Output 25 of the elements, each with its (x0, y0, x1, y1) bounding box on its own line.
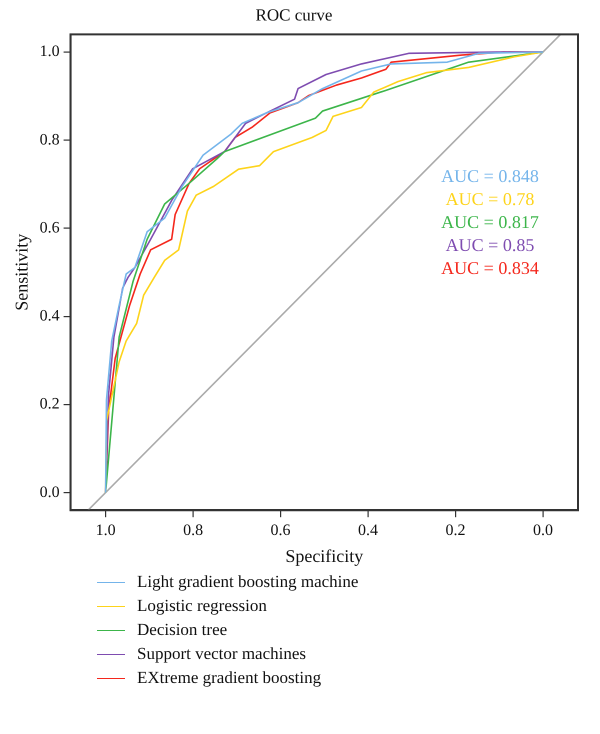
annotation: AUC = 0.85 (446, 235, 534, 256)
x-tick-label: 0.0 (533, 522, 554, 540)
x-tick-label: 0.8 (183, 522, 204, 540)
y-tick-label: 1.0 (40, 43, 60, 60)
legend-label: Decision tree (137, 620, 228, 640)
y-tick-label: 0.8 (40, 131, 60, 148)
y-tick-label: 0.4 (40, 308, 60, 325)
annotation: AUC = 0.817 (441, 212, 539, 232)
annotation: AUC = 0.848 (441, 166, 539, 186)
x-tick-label: 1.0 (96, 522, 116, 540)
annotation: AUC = 0.78 (446, 189, 534, 210)
y-axis-title: Sensitivity (12, 234, 32, 311)
x-tick-label: 0.4 (358, 522, 378, 540)
y-tick-label: 0.2 (40, 396, 60, 413)
y-tick-label: 0.6 (40, 219, 60, 236)
legend-label: Logistic regression (137, 596, 267, 616)
legend-label: Support vector machines (137, 644, 306, 664)
chart-title: ROC curve (256, 6, 332, 25)
x-axis-title: Specificity (285, 546, 364, 566)
legend-label: EXtreme gradient boosting (137, 668, 322, 688)
x-tick-label: 0.6 (270, 522, 291, 540)
annotation: AUC = 0.834 (441, 258, 539, 278)
legend-label: Light gradient boosting machine (137, 572, 358, 592)
x-tick-label: 0.2 (446, 522, 466, 540)
y-tick-label: 0.0 (40, 484, 60, 501)
